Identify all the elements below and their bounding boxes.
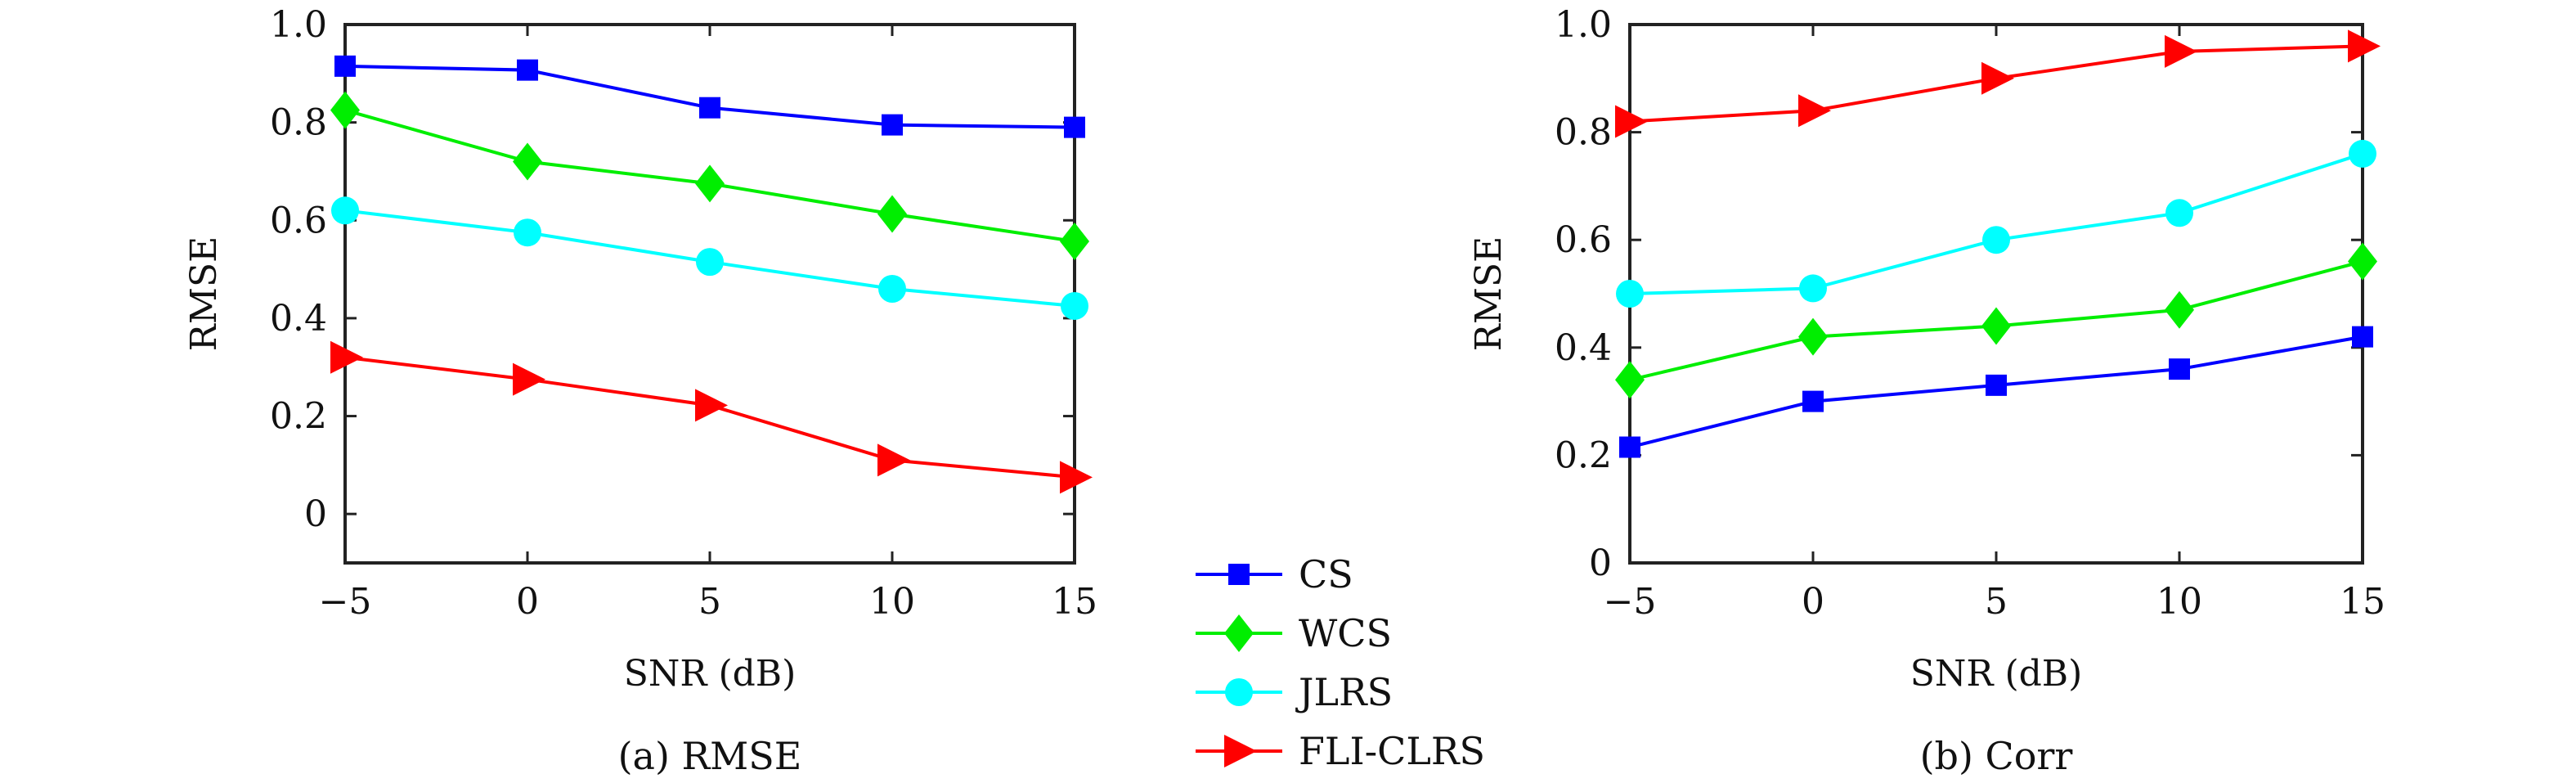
- rmse-x-tick-label: 15: [1052, 581, 1097, 623]
- rmse-x-tick-label: 0: [516, 581, 539, 623]
- corr-data-point-cs: [2169, 358, 2190, 380]
- corr-data-point-wcs: [1798, 317, 1828, 356]
- rmse-data-point-fli-clrs: [1060, 461, 1093, 494]
- rmse-data-point-wcs: [1060, 222, 1089, 260]
- rmse-x-tick-label: 5: [698, 581, 721, 623]
- corr-x-tick-label: −5: [1604, 581, 1657, 623]
- legend-label-cs: CS: [1299, 552, 1353, 596]
- corr-x-tick-label: 0: [1802, 581, 1824, 623]
- corr-data-point-cs: [2352, 326, 2373, 348]
- corr-y-tick-label: 0.8: [1555, 112, 1612, 154]
- corr-data-point-fli-clrs: [1798, 94, 1831, 128]
- rmse-data-point-cs: [334, 55, 356, 77]
- corr-x-tick-label: 10: [2156, 581, 2202, 623]
- corr-data-point-wcs: [2165, 290, 2194, 329]
- rmse-series-line-fli-clrs: [344, 355, 1075, 479]
- corr-y-axis-label: RMSE: [1468, 236, 1510, 351]
- rmse-y-tick-label: 0.8: [270, 102, 327, 144]
- corr-data-point-wcs: [1981, 307, 2011, 345]
- corr-y-tick-label: 0: [1589, 542, 1612, 584]
- corr-y-tick-label: 0.6: [1555, 219, 1612, 261]
- corr-data-point-jlrs: [1616, 280, 1644, 308]
- rmse-data-point-fli-clrs: [877, 443, 910, 477]
- rmse-y-tick-label: 0.4: [270, 298, 327, 340]
- legend-marker-wcs: [1224, 614, 1254, 652]
- rmse-x-tick-label: 10: [869, 581, 915, 623]
- corr-data-point-fli-clrs: [2165, 34, 2197, 68]
- rmse-y-tick-label: 0.6: [270, 200, 327, 241]
- corr-data-point-jlrs: [2349, 139, 2376, 168]
- rmse-caption: (a) RMSE: [618, 734, 802, 778]
- corr-x-tick-label: 15: [2340, 581, 2385, 623]
- corr-series-line-jlrs: [1629, 152, 2363, 295]
- rmse-y-tick-label: 0: [304, 493, 327, 535]
- rmse-data-point-wcs: [695, 164, 725, 203]
- rmse-data-point-wcs: [877, 195, 907, 233]
- corr-data-point-fli-clrs: [2348, 29, 2381, 63]
- corr-data-point-wcs: [1615, 361, 1645, 399]
- legend-label-wcs: WCS: [1299, 611, 1392, 655]
- rmse-y-tick-label: 1.0: [270, 4, 327, 46]
- corr-data-point-cs: [1619, 436, 1640, 458]
- legend-label-jlrs: JLRS: [1295, 670, 1393, 714]
- rmse-data-point-jlrs: [878, 275, 906, 304]
- corr-data-point-fli-clrs: [1981, 61, 2014, 95]
- rmse-data-point-jlrs: [1061, 291, 1088, 320]
- corr-data-point-cs: [1986, 374, 2007, 396]
- legend-label-fli-clrs: FLI-CLRS: [1299, 729, 1485, 773]
- rmse-data-point-fli-clrs: [513, 362, 545, 396]
- corr-data-point-cs: [1802, 390, 1824, 412]
- corr-data-point-fli-clrs: [1615, 105, 1648, 138]
- rmse-data-point-cs: [517, 59, 538, 81]
- rmse-data-point-jlrs: [331, 196, 359, 225]
- rmse-data-point-fli-clrs: [695, 389, 728, 422]
- rmse-data-point-cs: [1064, 116, 1085, 138]
- corr-y-tick-label: 0.4: [1555, 327, 1612, 369]
- corr-y-tick-label: 0.2: [1555, 434, 1612, 476]
- corr-x-tick-label: 5: [1985, 581, 2008, 623]
- legend-marker-fli-clrs: [1224, 735, 1257, 767]
- corr-caption: (b) Corr: [1920, 734, 2073, 778]
- rmse-y-tick-label: 0.2: [270, 396, 327, 438]
- corr-data-point-jlrs: [1799, 274, 1827, 303]
- corr-x-axis-label: SNR (dB): [1910, 653, 2083, 695]
- chart-rmse: −5 0 5 10 15 0 0.2 0.4 0.6 0.8 1.0 SNR (dB) RMSE (a) …: [183, 4, 1097, 778]
- rmse-data-point-jlrs: [514, 218, 541, 247]
- rmse-x-tick-label: −5: [319, 581, 372, 623]
- legend-marker-jlrs: [1225, 678, 1253, 706]
- legend-marker-cs: [1228, 564, 1250, 585]
- rmse-y-axis-label: RMSE: [183, 236, 225, 351]
- corr-data-point-wcs: [2348, 242, 2377, 281]
- corr-plot-frame: [1628, 23, 2364, 565]
- rmse-data-point-wcs: [330, 91, 360, 129]
- corr-data-point-jlrs: [1982, 226, 2010, 254]
- rmse-data-point-cs: [699, 97, 720, 119]
- corr-data-point-jlrs: [2165, 199, 2193, 227]
- legend: CS WCS JLRS FLI-CLRS: [1196, 552, 1485, 773]
- rmse-data-point-fli-clrs: [330, 340, 363, 374]
- corr-y-tick-label: 1.0: [1555, 4, 1612, 46]
- rmse-data-point-jlrs: [696, 248, 724, 277]
- rmse-x-axis-label: SNR (dB): [624, 653, 797, 695]
- rmse-data-point-cs: [882, 114, 903, 136]
- rmse-data-point-wcs: [513, 142, 542, 181]
